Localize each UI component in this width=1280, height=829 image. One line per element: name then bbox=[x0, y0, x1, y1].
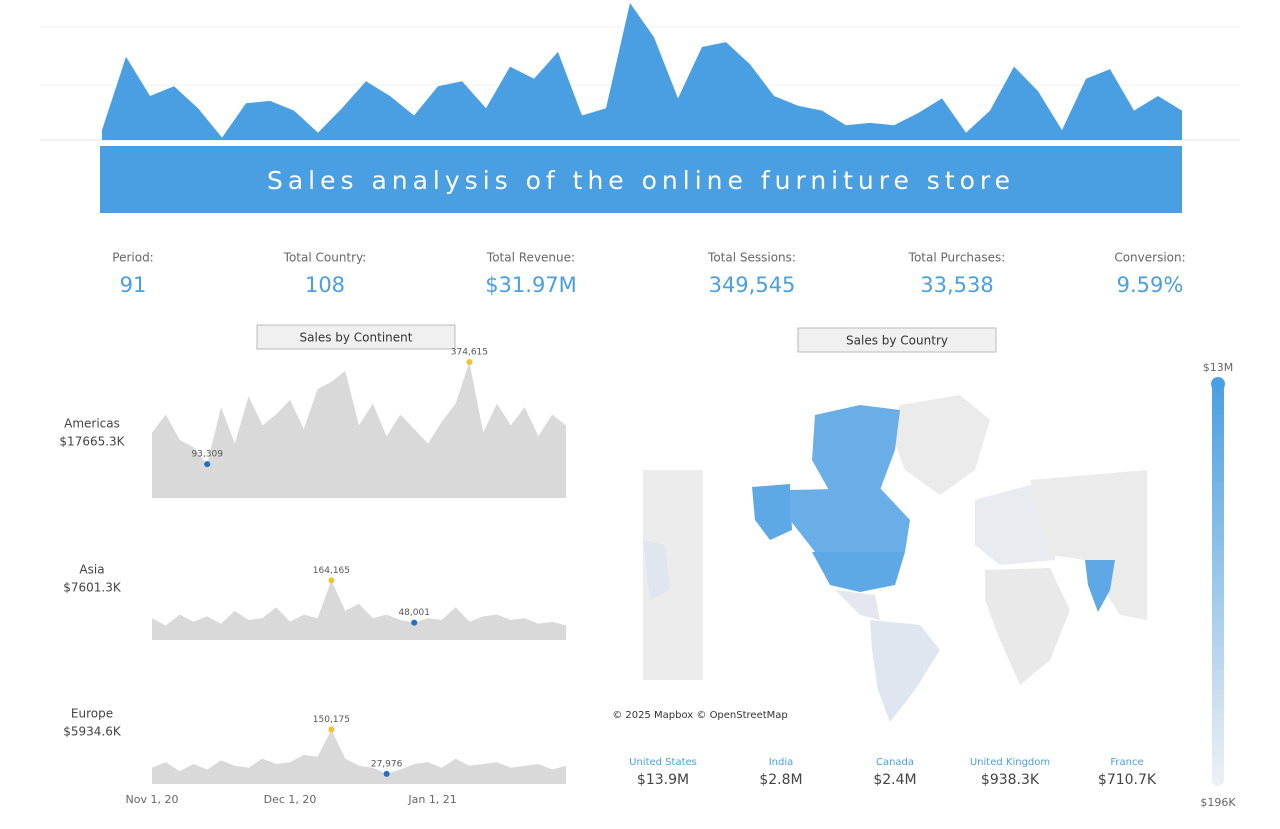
extreme-point bbox=[383, 770, 390, 777]
land bbox=[812, 405, 900, 492]
top-chart bbox=[102, 3, 1182, 140]
series-total: $7601.3K bbox=[63, 581, 122, 595]
country-name[interactable]: United States bbox=[629, 757, 697, 768]
land bbox=[1030, 470, 1147, 620]
country-value: $13.9M bbox=[637, 772, 689, 788]
land bbox=[890, 395, 990, 495]
land bbox=[643, 540, 670, 600]
color-scale-bar bbox=[1212, 382, 1224, 786]
title-banner bbox=[100, 146, 1182, 213]
value-label: 150,175 bbox=[313, 715, 350, 725]
country-value: $2.8M bbox=[759, 772, 802, 788]
kpi-label: Conversion: bbox=[1114, 251, 1185, 265]
series-total: $17665.3K bbox=[59, 435, 125, 449]
map[interactable] bbox=[643, 395, 1147, 722]
country-name[interactable]: Canada bbox=[876, 757, 914, 768]
kpi-label: Total Purchases: bbox=[908, 251, 1006, 265]
color-legend: $13M $196K bbox=[1200, 361, 1236, 809]
kpi-value: 108 bbox=[305, 273, 345, 297]
extreme-point bbox=[411, 619, 418, 626]
button-label: Sales by Country bbox=[846, 334, 948, 348]
area bbox=[152, 362, 566, 498]
land bbox=[985, 568, 1070, 685]
series-total: $5934.6K bbox=[63, 725, 122, 739]
kpi-value: 91 bbox=[120, 273, 147, 297]
color-scale-handle[interactable] bbox=[1211, 377, 1225, 391]
country-name[interactable]: United Kingdom bbox=[970, 757, 1050, 768]
land bbox=[1085, 560, 1115, 612]
section-button[interactable] bbox=[797, 327, 997, 353]
land bbox=[790, 488, 910, 552]
value-label: 93,309 bbox=[191, 450, 223, 460]
x-tick-label: Jan 1, 21 bbox=[407, 793, 456, 806]
button-label: Sales by Continent bbox=[300, 331, 413, 345]
land bbox=[752, 484, 792, 540]
kpi-label: Total Sessions: bbox=[707, 251, 796, 265]
scale-min-label: $196K bbox=[1200, 796, 1236, 809]
country-name[interactable]: India bbox=[769, 757, 794, 768]
value-label: 48,001 bbox=[398, 608, 430, 618]
map-attribution: © 2025 Mapbox © OpenStreetMap bbox=[612, 710, 788, 721]
kpi-label: Total Revenue: bbox=[486, 251, 575, 265]
extreme-point bbox=[328, 577, 335, 584]
area bbox=[152, 580, 566, 640]
kpi-label: Period: bbox=[112, 251, 153, 265]
country-value: $2.4M bbox=[873, 772, 916, 788]
country-name[interactable]: France bbox=[1110, 757, 1143, 768]
extreme-point bbox=[204, 461, 211, 468]
land bbox=[812, 552, 905, 592]
area bbox=[102, 3, 1182, 140]
land bbox=[870, 620, 940, 722]
country-value: $710.7K bbox=[1098, 772, 1157, 788]
value-label: 164,165 bbox=[313, 566, 350, 576]
kpi-value: 33,538 bbox=[920, 273, 993, 297]
x-tick-label: Dec 1, 20 bbox=[264, 793, 317, 806]
value-label: 27,976 bbox=[371, 759, 403, 769]
series-name: Americas bbox=[64, 417, 120, 431]
extreme-point bbox=[328, 726, 335, 733]
value-label: 374,615 bbox=[451, 347, 488, 357]
series-name: Asia bbox=[79, 563, 104, 577]
land bbox=[835, 590, 880, 620]
dashboard-title: Sales analysis of the online furniture s… bbox=[267, 166, 1015, 195]
kpi-value: 9.59% bbox=[1117, 273, 1184, 297]
top-countries: United States $13.9M India $2.8M Canada $2.4M… bbox=[629, 757, 1157, 788]
series-name: Europe bbox=[71, 707, 113, 721]
scale-max-label: $13M bbox=[1203, 361, 1234, 374]
continent-charts: Americas $17665.3K 93,309 374,615 Asia $7601.… bbox=[59, 347, 566, 806]
x-tick-label: Nov 1, 20 bbox=[126, 793, 179, 806]
kpi-value: 349,545 bbox=[709, 273, 796, 297]
kpi-value: $31.97M bbox=[485, 273, 577, 297]
country-value: $938.3K bbox=[981, 772, 1040, 788]
area bbox=[152, 729, 566, 784]
extreme-point bbox=[466, 358, 473, 365]
kpi-label: Total Country: bbox=[283, 251, 367, 265]
section-button[interactable] bbox=[256, 324, 456, 350]
kpi-row: Period: 91 Total Country: 108 Total Revenue:… bbox=[112, 251, 1185, 298]
